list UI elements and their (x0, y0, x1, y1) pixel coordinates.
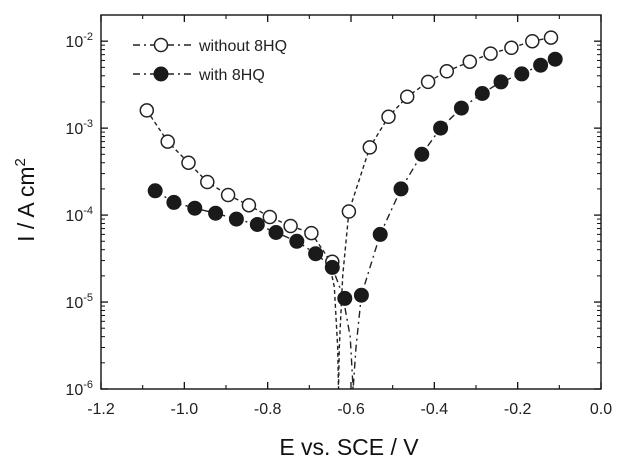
data-point-open (341, 204, 357, 219)
data-point-filled (353, 287, 369, 303)
data-point-filled (547, 51, 563, 67)
data-point-open (304, 225, 319, 241)
axis-tick-labels: -1.2 -1.0 -0.8 -0.6 -0.4 -0.2 0.0 10-6 10-5 10-4 1… (65, 31, 612, 418)
data-point-filled (166, 194, 182, 210)
data-point-filled (414, 146, 430, 162)
x-tick-label: -0.2 (504, 401, 532, 418)
data-point-filled (337, 290, 353, 306)
legend-label-with-8hq: with 8HQ (198, 67, 265, 84)
y-tick-label: 10-4 (65, 205, 93, 225)
data-point-filled (453, 100, 469, 116)
x-tick-label: 0.0 (590, 401, 612, 418)
data-point-open (504, 40, 519, 56)
data-point-open (181, 155, 196, 170)
data-point-open (200, 174, 215, 190)
series-markers (139, 30, 563, 306)
data-point-filled (228, 211, 244, 227)
data-point-open (283, 218, 298, 234)
axis-ticks (100, 14, 602, 390)
data-point-filled (208, 205, 224, 221)
legend-entry-with-8hq: with 8HQ (133, 66, 265, 84)
x-tick-label: -1.2 (87, 401, 115, 418)
legend-entry-without-8hq: without 8HQ (133, 37, 287, 55)
x-tick-label: -0.4 (421, 401, 449, 418)
data-point-open (362, 140, 378, 155)
legend: without 8HQ with 8HQ (133, 37, 287, 84)
data-point-open (160, 134, 175, 149)
y-tick-label: 10-6 (65, 379, 93, 399)
legend-marker-filled-circle (153, 66, 169, 82)
data-point-filled (308, 246, 324, 262)
y-axis-title: I / A cm2 (12, 158, 39, 242)
data-point-filled (324, 259, 340, 275)
data-point-filled (147, 183, 163, 199)
data-point-open (439, 64, 455, 79)
y-axis-title-superscript: 2 (12, 158, 29, 166)
data-point-open (381, 109, 396, 125)
legend-marker-open-circle (153, 37, 169, 53)
data-point-open (543, 30, 559, 45)
data-point-filled (372, 226, 388, 242)
data-point-filled (514, 66, 530, 82)
data-point-filled (268, 225, 284, 240)
data-point-open (220, 187, 236, 203)
data-point-open (262, 209, 278, 225)
data-point-open (420, 74, 436, 90)
data-point-filled (533, 57, 549, 73)
data-point-filled (474, 86, 490, 101)
data-point-filled (433, 120, 449, 136)
data-point-filled (393, 181, 409, 197)
series-line-1 (154, 58, 556, 390)
data-point-open (139, 103, 155, 118)
data-point-open (462, 54, 478, 69)
data-point-open (241, 197, 257, 213)
data-point-filled (289, 233, 305, 249)
data-point-open (525, 33, 540, 49)
y-tick-label: 10-3 (65, 118, 93, 138)
x-tick-label: -0.6 (337, 401, 365, 418)
data-point-filled (493, 74, 509, 90)
y-axis-title-text: I / A cm (13, 166, 39, 241)
x-tick-label: -0.8 (254, 401, 282, 418)
x-axis-title: E vs. SCE / V (279, 434, 419, 460)
data-point-filled (187, 200, 203, 216)
data-point-filled (249, 217, 265, 232)
y-tick-label: 10-5 (65, 292, 93, 312)
data-point-open (399, 89, 415, 104)
x-tick-label: -1.0 (171, 401, 199, 418)
y-tick-label: 10-2 (65, 31, 93, 51)
data-point-open (483, 46, 498, 61)
legend-label-without-8hq: without 8HQ (198, 38, 287, 55)
